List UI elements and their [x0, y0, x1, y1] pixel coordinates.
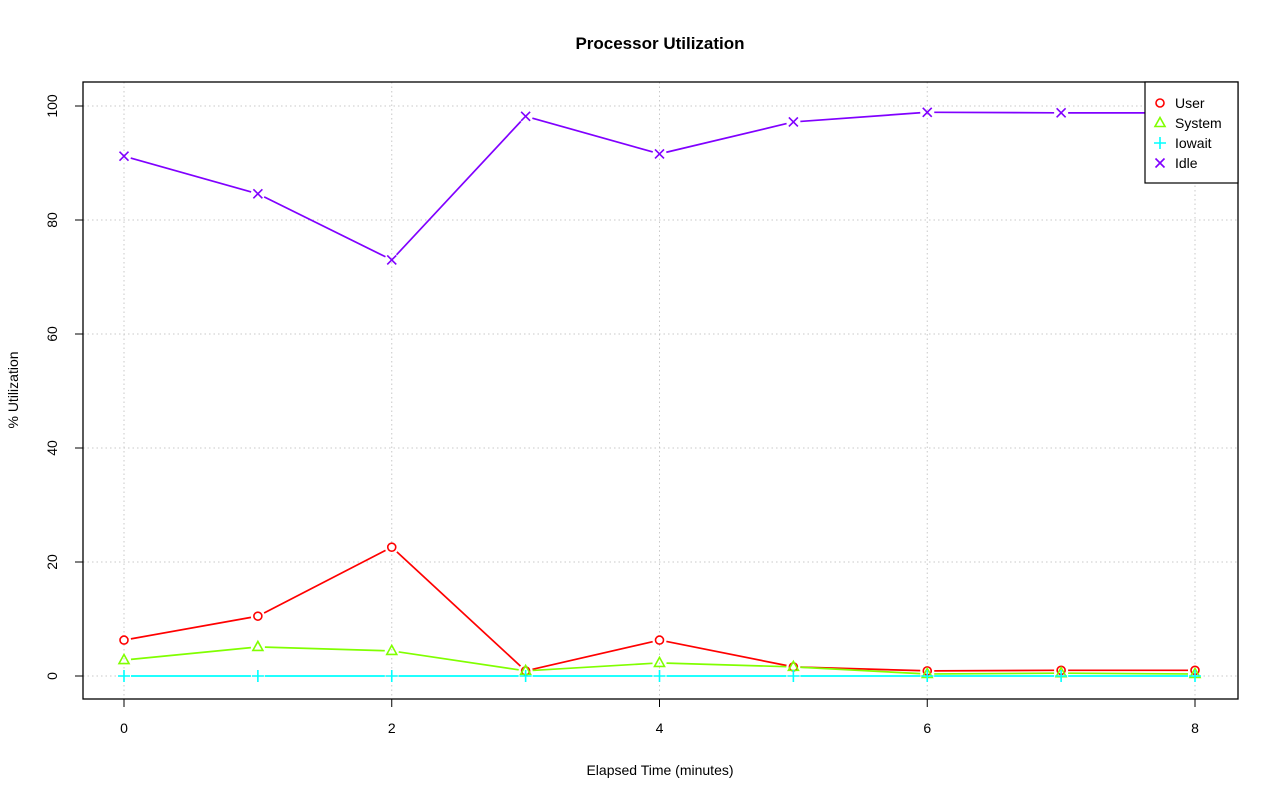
data-point-circle	[119, 635, 129, 645]
legend-label: System	[1175, 115, 1222, 131]
series-line-segment	[1068, 672, 1189, 675]
data-point-plus	[118, 670, 130, 682]
data-point-plus	[251, 670, 264, 682]
data-point-cross	[520, 111, 531, 122]
x-tick-label: 2	[388, 720, 396, 736]
series-line-segment	[934, 111, 1055, 114]
data-point-circle	[1155, 98, 1165, 108]
series-line-segment	[130, 157, 252, 193]
data-point-circle	[386, 542, 397, 552]
legend: User System Iowait Idle	[1144, 81, 1239, 184]
data-point-triangle	[117, 652, 131, 665]
data-point-cross	[922, 107, 933, 118]
legend-item-iowait: Iowait	[1154, 135, 1212, 151]
series-line-segment	[532, 662, 653, 672]
series-line-segment	[666, 122, 787, 154]
series-line-segment	[800, 111, 921, 123]
plot-frame	[82, 81, 1239, 700]
y-tick-label: 80	[44, 212, 60, 228]
legend-item-user: User	[1155, 95, 1205, 111]
series-line-segment	[532, 640, 653, 671]
data-point-triangle	[251, 639, 265, 652]
data-point-triangle	[653, 655, 666, 668]
x-tick-label: 4	[656, 720, 664, 736]
series-line-segment	[263, 196, 386, 258]
y-tick-label: 0	[44, 672, 60, 680]
series-idle	[118, 107, 1201, 265]
y-axis-label: % Utilization	[5, 351, 21, 428]
series-line-segment	[934, 672, 1055, 675]
data-point-plus	[653, 670, 666, 682]
y-tick-label: 40	[44, 440, 60, 456]
data-point-circle	[654, 635, 665, 645]
data-point-circle	[253, 611, 263, 621]
series-line-segment	[264, 646, 385, 652]
y-tick-label: 100	[44, 94, 60, 118]
series-line-segment	[263, 549, 386, 614]
series-line-segment	[666, 640, 787, 667]
series-line-segment	[130, 646, 251, 661]
data-point-triangle	[385, 643, 399, 656]
data-point-cross	[788, 116, 799, 128]
data-point-plus	[1189, 670, 1201, 682]
series-line-segment	[396, 551, 522, 667]
series-line-segment	[395, 120, 522, 256]
legend-label: Iowait	[1175, 135, 1212, 151]
y-tick-label: 60	[44, 326, 60, 342]
data-point-plus	[921, 670, 934, 682]
data-point-cross	[386, 254, 397, 265]
series-line-segment	[532, 117, 653, 153]
series-user	[119, 542, 1200, 676]
data-point-triangle	[1153, 115, 1167, 128]
series-line-segment	[800, 666, 921, 675]
series-line-segment	[666, 662, 787, 668]
series-line-segment	[130, 616, 252, 640]
data-point-cross	[252, 188, 263, 199]
legend-label: Idle	[1175, 155, 1198, 171]
x-tick-label: 0	[120, 720, 128, 736]
data-point-plus	[1055, 670, 1068, 682]
series-system	[117, 639, 1202, 679]
legend-label: User	[1175, 95, 1205, 111]
data-point-plus	[519, 670, 532, 682]
x-axis-label: Elapsed Time (minutes)	[586, 762, 733, 778]
x-tick-label: 8	[1191, 720, 1199, 736]
data-point-cross	[654, 148, 665, 159]
data-point-cross	[118, 151, 130, 162]
x-tick-label: 6	[923, 720, 931, 736]
data-point-cross	[1056, 107, 1067, 118]
data-point-plus	[1154, 137, 1166, 149]
y-tick-label: 20	[44, 554, 60, 570]
series-line-segment	[934, 669, 1055, 672]
chart-title: Processor Utilization	[575, 34, 744, 53]
legend-item-idle: Idle	[1154, 155, 1198, 171]
series-iowait	[118, 670, 1201, 682]
data-point-plus	[787, 670, 800, 682]
data-point-cross	[1154, 157, 1166, 169]
series-line-segment	[398, 651, 519, 671]
data-point-plus	[385, 670, 398, 682]
legend-item-system: System	[1153, 115, 1222, 131]
